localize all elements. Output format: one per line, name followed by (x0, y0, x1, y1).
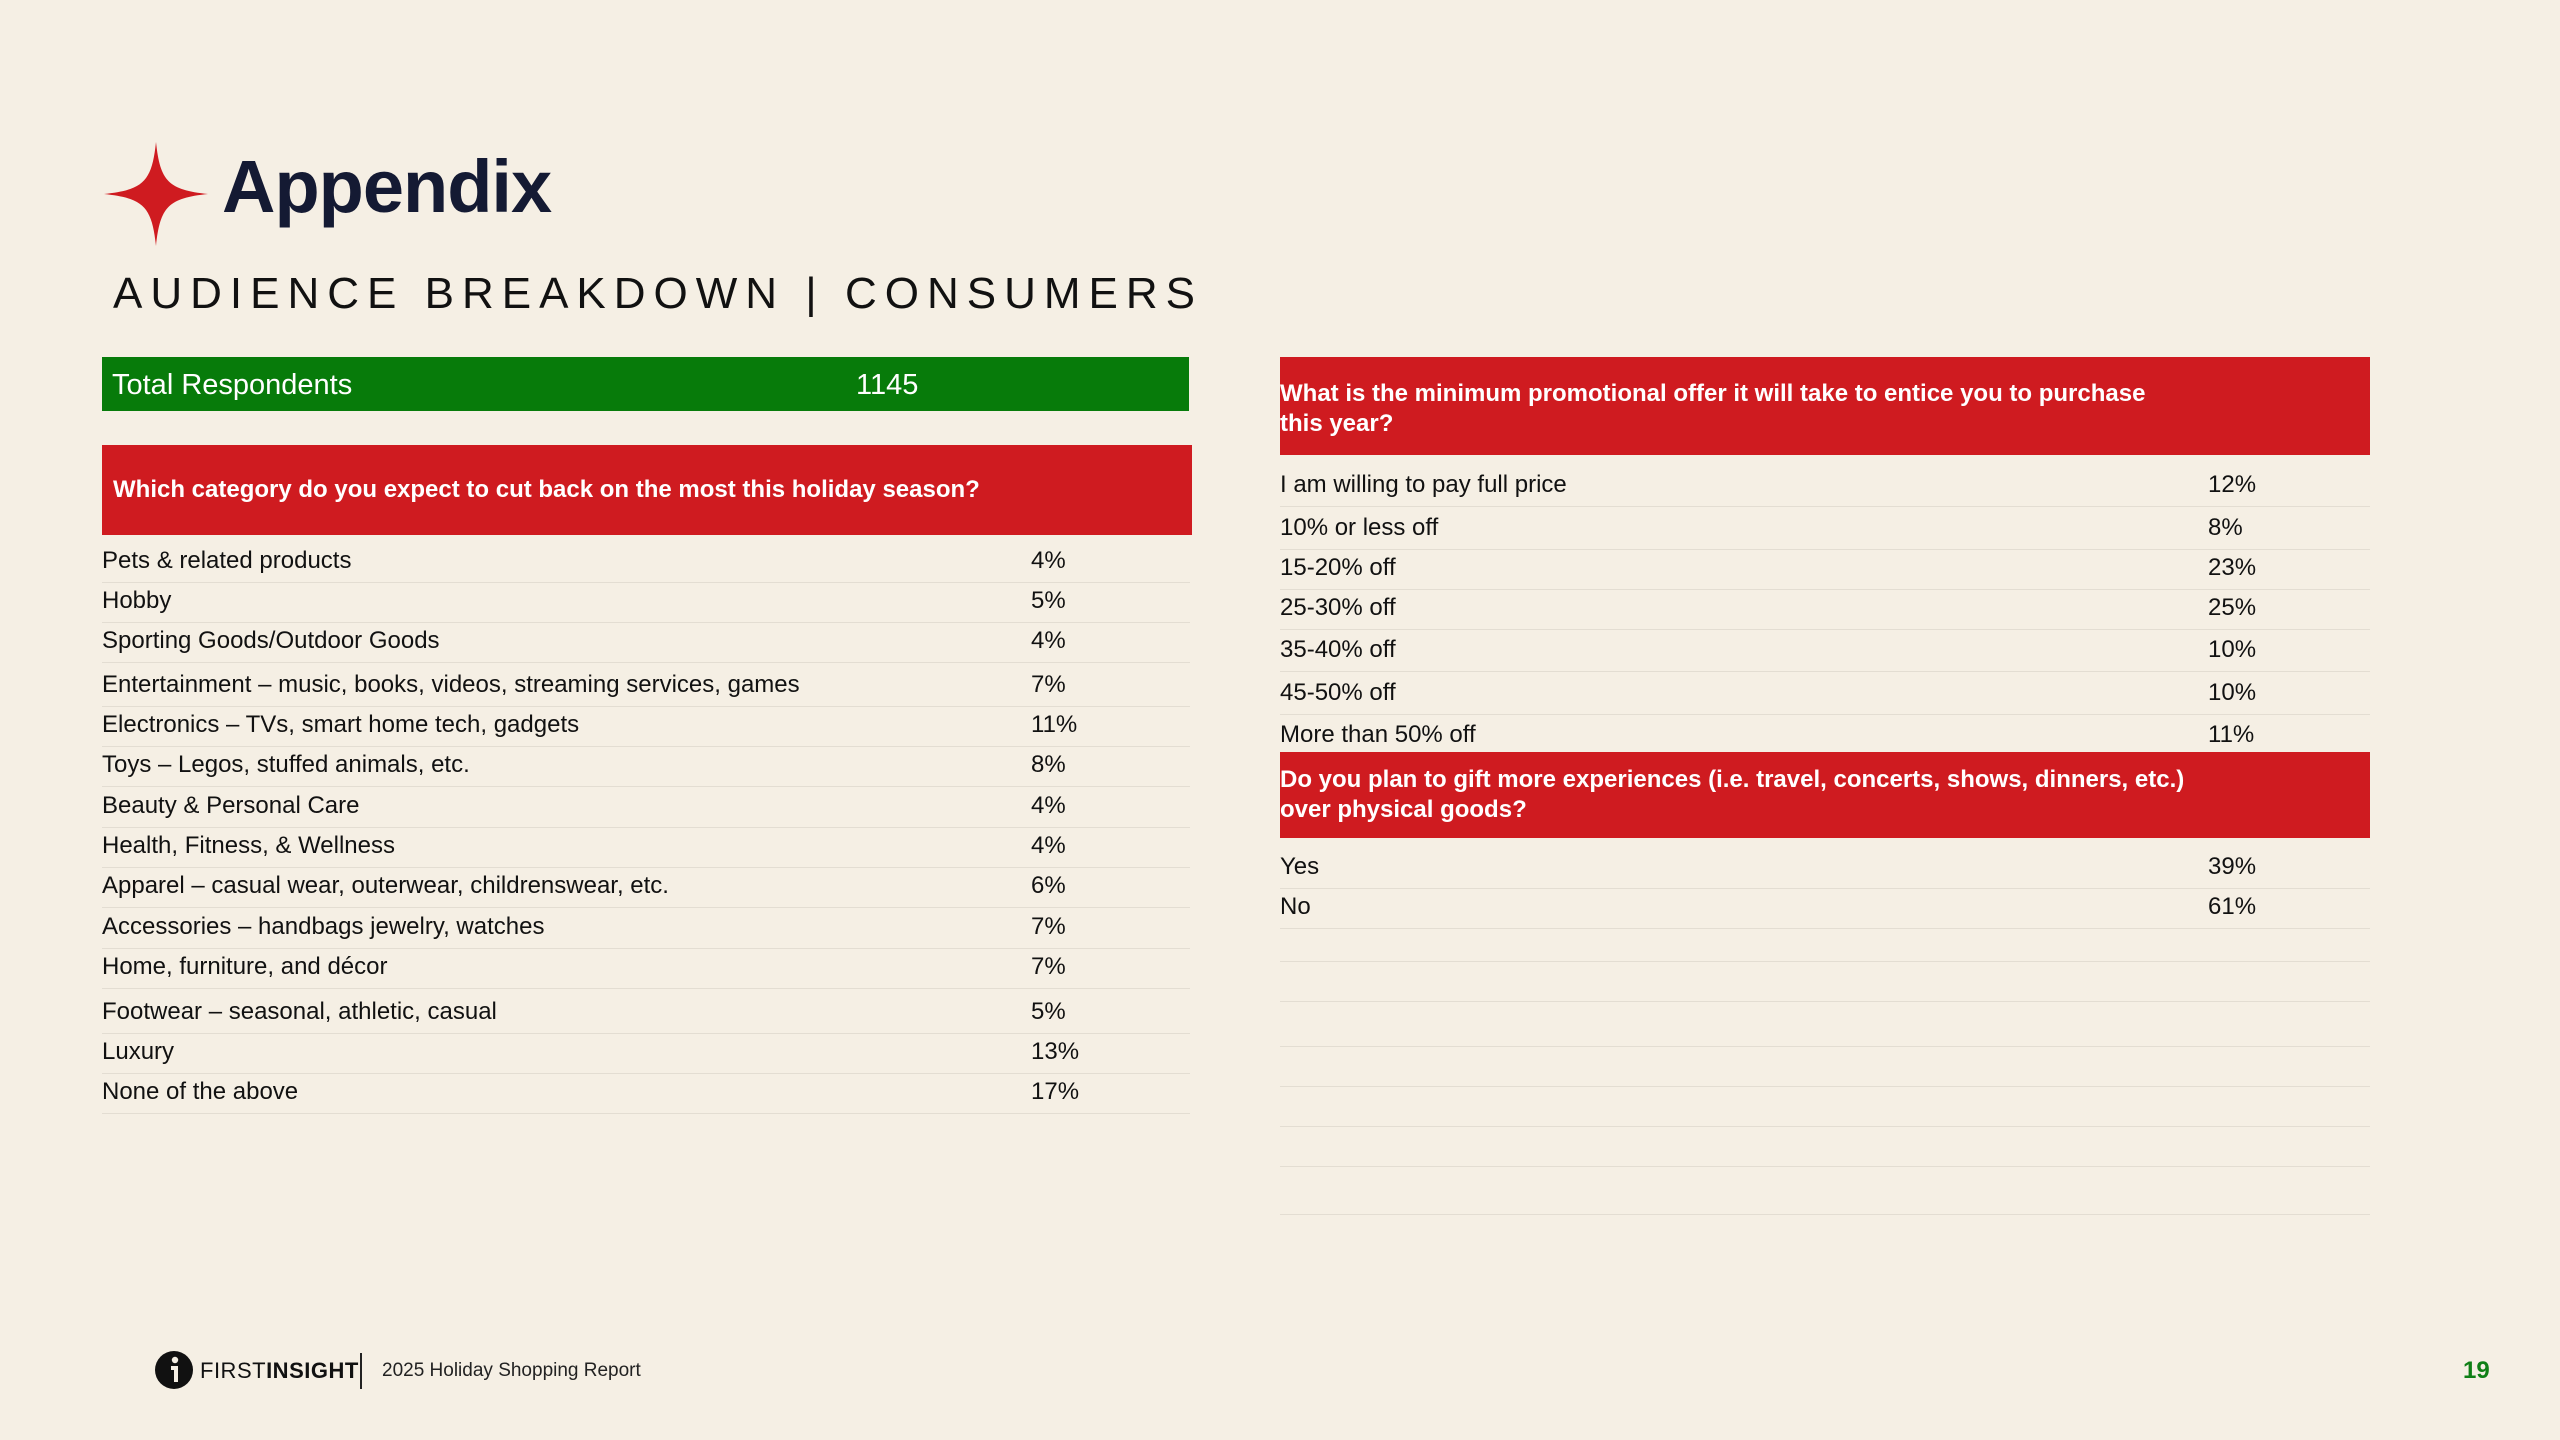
empty-row (1280, 1046, 2370, 1087)
table-row: More than 50% off 11% (1280, 716, 2370, 756)
row-value: 11% (2208, 721, 2255, 748)
row-value: 11% (1031, 711, 1078, 738)
row-value: 13% (1031, 1038, 1080, 1065)
row-value: 6% (1031, 872, 1066, 899)
total-respondents-value: 1145 (856, 369, 919, 401)
row-label: Sporting Goods/Outdoor Goods (102, 627, 440, 654)
table-row: Health, Fitness, & Wellness 4% (102, 827, 1190, 868)
row-value: 23% (2208, 554, 2257, 581)
row-label: Beauty & Personal Care (102, 792, 360, 819)
row-label: Hobby (102, 587, 172, 614)
table-row: No 61% (1280, 888, 2370, 929)
row-label: Health, Fitness, & Wellness (102, 832, 396, 859)
row-label: 25-30% off (1280, 594, 1396, 621)
row-value: 7% (1031, 913, 1066, 940)
empty-row (1280, 1166, 2370, 1215)
row-label: Pets & related products (102, 547, 352, 574)
report-title: 2025 Holiday Shopping Report (382, 1360, 641, 1381)
table-row: Hobby 5% (102, 582, 1190, 623)
table-row: Electronics – TVs, smart home tech, gadg… (102, 706, 1190, 747)
row-label: Entertainment – music, books, videos, st… (102, 671, 800, 698)
row-label: Luxury (102, 1038, 175, 1065)
row-label: Apparel – casual wear, outerwear, childr… (102, 872, 669, 899)
row-value: 4% (1031, 627, 1066, 654)
row-label: Yes (1280, 853, 1320, 880)
table-row: 45-50% off 10% (1280, 674, 2370, 715)
row-label: Electronics – TVs, smart home tech, gadg… (102, 711, 580, 738)
table-row: Sporting Goods/Outdoor Goods 4% (102, 622, 1190, 663)
empty-row (1280, 1001, 2370, 1047)
row-label: 45-50% off (1280, 679, 1396, 706)
table-row: Entertainment – music, books, videos, st… (102, 666, 1190, 707)
table-row: I am willing to pay full price 12% (1280, 466, 2370, 507)
row-label: Home, furniture, and décor (102, 953, 388, 980)
row-value: 17% (1031, 1078, 1080, 1105)
row-value: 10% (2208, 679, 2257, 706)
row-value: 39% (2208, 853, 2257, 880)
question-cutback-header: Which category do you expect to cut back… (102, 445, 1192, 535)
table-row: Yes 39% (1280, 848, 2370, 889)
table-row: Home, furniture, and décor 7% (102, 948, 1190, 989)
empty-row (1280, 921, 2370, 962)
empty-row (1280, 1086, 2370, 1127)
table-row: 25-30% off 25% (1280, 589, 2370, 630)
brand-name-light: FIRST (200, 1358, 267, 1383)
table-row: Toys – Legos, stuffed animals, etc. 8% (102, 746, 1190, 787)
brand-name-bold: INSIGHT (266, 1358, 359, 1383)
star-logo-icon (104, 142, 208, 246)
empty-row (1280, 961, 2370, 1002)
page-title: Appendix (222, 145, 552, 228)
row-label: I am willing to pay full price (1280, 471, 1567, 498)
row-label: More than 50% off (1280, 721, 1476, 748)
total-respondents-bar: Total Respondents 1145 (102, 357, 1189, 411)
page-number: 19 (2463, 1357, 2490, 1384)
row-label: 35-40% off (1280, 636, 1396, 663)
empty-row (1280, 1126, 2370, 1167)
row-value: 8% (2208, 514, 2243, 541)
row-label: Accessories – handbags jewelry, watches (102, 913, 545, 940)
table-row: Apparel – casual wear, outerwear, childr… (102, 867, 1190, 908)
table-row: Pets & related products 4% (102, 542, 1190, 583)
row-value: 7% (1031, 671, 1066, 698)
row-value: 8% (1031, 751, 1066, 778)
total-respondents-label: Total Respondents (112, 369, 353, 401)
table-row: None of the above 17% (102, 1073, 1190, 1114)
table-row: 10% or less off 8% (1280, 509, 2370, 550)
row-value: 5% (1031, 998, 1066, 1025)
table-row: Beauty & Personal Care 4% (102, 787, 1190, 828)
footer-divider (360, 1353, 362, 1389)
question-experiences-header: Do you plan to gift more experiences (i.… (1280, 752, 2370, 838)
row-label: No (1280, 893, 1311, 920)
row-label: Footwear – seasonal, athletic, casual (102, 998, 497, 1025)
table-row: Luxury 13% (102, 1033, 1190, 1074)
row-value: 5% (1031, 587, 1066, 614)
firstinsight-logo-icon (155, 1351, 193, 1389)
question-promo-header: What is the minimum promotional offer it… (1280, 357, 2370, 455)
row-value: 25% (2208, 594, 2257, 621)
table-row: 15-20% off 23% (1280, 549, 2370, 590)
table-row: Accessories – handbags jewelry, watches 7… (102, 908, 1190, 949)
row-label: None of the above (102, 1078, 299, 1105)
row-value: 4% (1031, 832, 1066, 859)
row-label: 15-20% off (1280, 554, 1396, 581)
row-value: 12% (2208, 471, 2257, 498)
row-value: 4% (1031, 547, 1066, 574)
row-value: 4% (1031, 792, 1066, 819)
row-value: 7% (1031, 953, 1066, 980)
row-label: 10% or less off (1280, 514, 1439, 541)
row-value: 10% (2208, 636, 2257, 663)
brand-name: FIRSTINSIGHT (200, 1358, 359, 1384)
row-value: 61% (2208, 893, 2257, 920)
table-row: 35-40% off 10% (1280, 631, 2370, 672)
page-subtitle: AUDIENCE BREAKDOWN | CONSUMERS (113, 269, 1203, 318)
row-label: Toys – Legos, stuffed animals, etc. (102, 751, 470, 778)
table-row: Footwear – seasonal, athletic, casual 5% (102, 993, 1190, 1034)
